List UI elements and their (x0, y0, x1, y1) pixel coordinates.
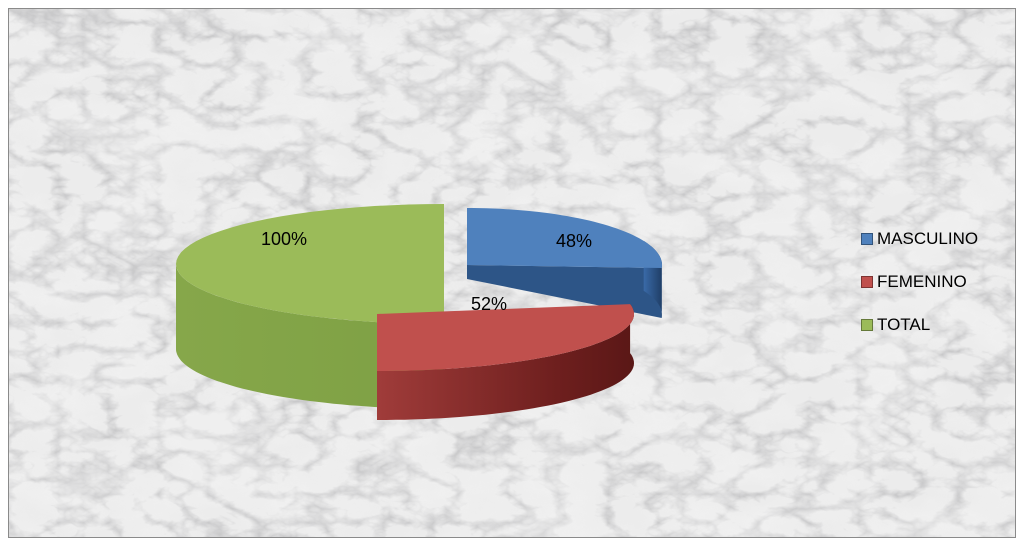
pie-data-labels: 48% 52% 100% (261, 229, 592, 314)
slice-femenino (377, 304, 634, 420)
legend-swatch-masculino (861, 233, 873, 245)
data-label-masculino: 48% (556, 231, 592, 251)
legend-item-masculino: MASCULINO (861, 229, 978, 249)
legend-swatch-femenino (861, 276, 873, 288)
slice-femenino-top (377, 304, 634, 371)
data-label-femenino: 52% (471, 294, 507, 314)
legend-item-femenino: FEMENINO (861, 272, 978, 292)
data-label-total: 100% (261, 229, 307, 249)
legend-label-total: TOTAL (877, 315, 931, 334)
pie-slices (176, 204, 662, 420)
pie-chart: 48% 52% 100% (176, 204, 662, 420)
slice-masculino (467, 208, 662, 318)
chart-legend: MASCULINO FEMENINO TOTAL (861, 229, 978, 358)
legend-item-total: TOTAL (861, 315, 978, 335)
slice-masculino-top (467, 208, 662, 268)
slice-femenino-side (377, 304, 634, 420)
legend-swatch-total (861, 319, 873, 331)
legend-label-masculino: MASCULINO (877, 229, 979, 248)
legend-label-femenino: FEMENINO (877, 272, 967, 291)
slice-total-top (176, 204, 444, 324)
chart-area: 48% 52% 100% MASCULINO FEMENINO TOTAL (8, 8, 1016, 538)
slice-masculino-cut-wall (467, 265, 662, 318)
